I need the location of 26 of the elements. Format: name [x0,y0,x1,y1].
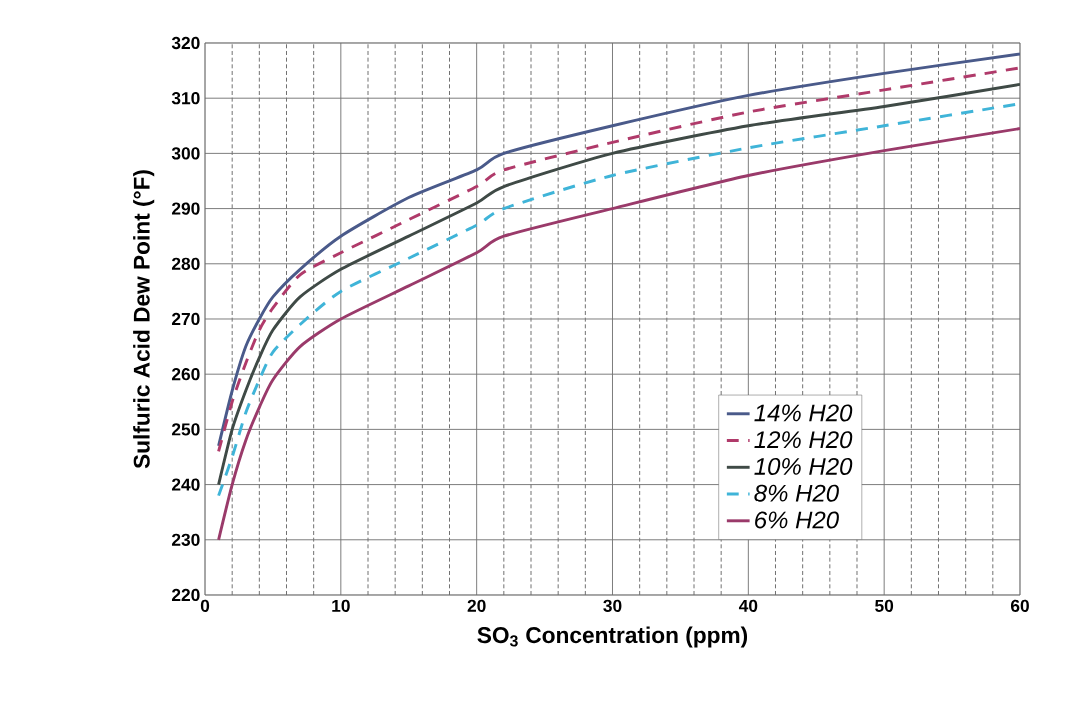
x-tick-label: 0 [200,599,210,612]
x-tick-label: 40 [738,599,758,612]
legend-label: 10% H20 [754,457,853,475]
y-tick-label: 230 [171,533,200,546]
y-tick-label: 270 [171,312,200,326]
legend-label: 12% H20 [754,431,853,449]
x-tick-label: 20 [467,599,486,612]
y-tick-label: 300 [171,147,200,160]
y-tick-label: 290 [171,202,200,215]
y-tick-label: 240 [171,478,200,491]
y-tick-label: 320 [171,36,200,50]
y-axis-title: Sulfuric Acid Dew Point (°F) [133,170,155,469]
y-tick-label: 260 [171,368,200,381]
x-tick-label: 10 [332,599,350,612]
y-tick-label: 250 [171,423,200,436]
y-tick-label: 310 [171,92,200,105]
legend-label: 14% H20 [754,404,853,422]
legend-label: 8% H20 [754,484,839,502]
x-axis-title: SO$_{3}$ Concentration (ppm) [477,626,748,648]
y-tick-label: 220 [171,588,200,602]
x-tick-label: 30 [603,599,622,612]
line-series [217,127,1020,542]
x-tick-label: 50 [875,599,894,612]
legend-label: 6% H20 [755,511,839,529]
y-tick-label: 280 [171,257,200,270]
x-tick-label: 60 [1010,599,1029,612]
